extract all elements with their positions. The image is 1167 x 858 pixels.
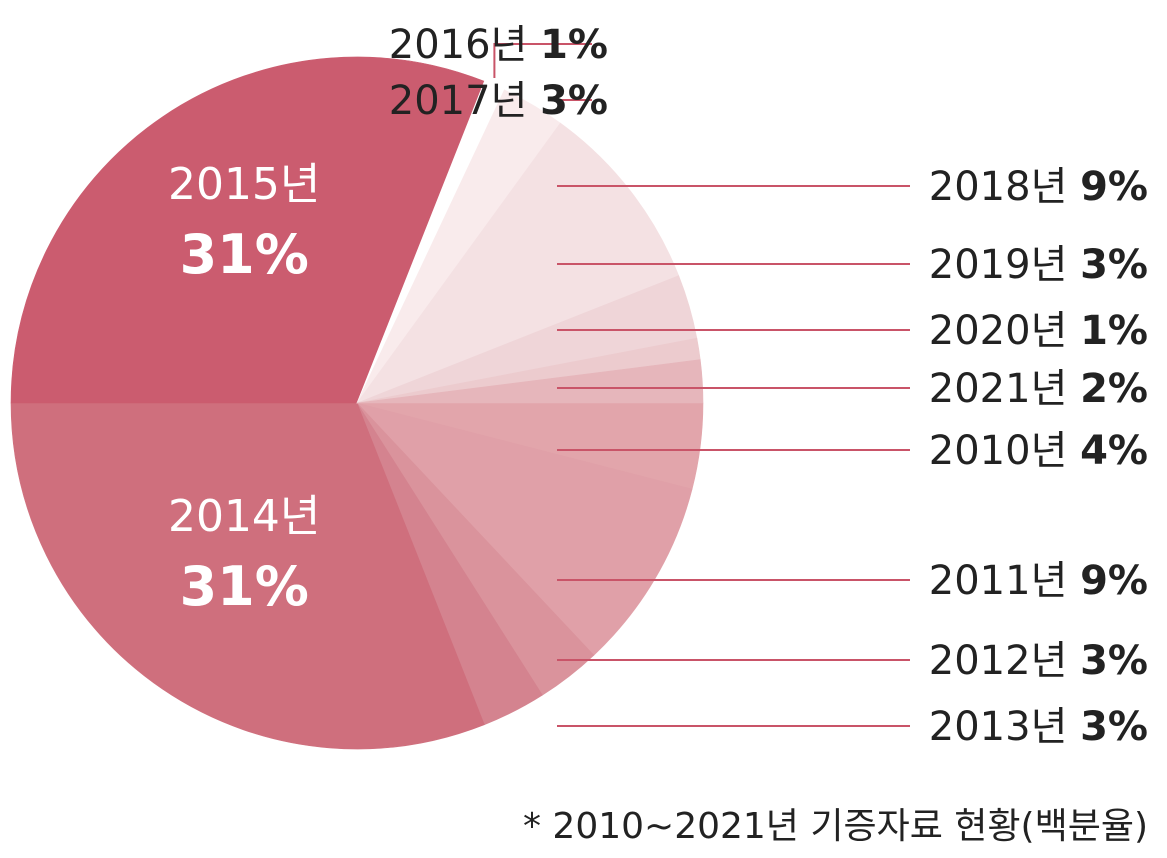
slice-labels: 2010년 4%2011년 9%2012년 3%2013년 3%2014년31%…: [168, 22, 1148, 750]
pie-slice-2015: [10, 56, 485, 404]
leader-line-2016: [493, 43, 592, 78]
slice-label-2011: 2011년 9%: [929, 558, 1148, 604]
slice-value-2013: 3%: [1080, 704, 1148, 750]
slice-label-2020: 2020년 1%: [929, 308, 1148, 354]
slice-label-2019: 2019년 3%: [929, 242, 1148, 288]
slice-year-2017: 2017년: [389, 78, 540, 124]
slice-label-2014: 2014년: [168, 491, 320, 542]
slice-year-2013: 2013년: [929, 704, 1080, 750]
slice-year-2012: 2012년: [929, 638, 1080, 684]
slice-label-2010: 2010년 4%: [929, 428, 1148, 474]
slice-value-2017: 3%: [540, 78, 608, 124]
slice-label-2017: 2017년 3%: [389, 78, 608, 124]
slice-year-2019: 2019년: [929, 242, 1080, 288]
slice-value-2014: 31%: [180, 555, 309, 618]
slice-year-2011: 2011년: [929, 558, 1080, 604]
slice-label-2012: 2012년 3%: [929, 638, 1148, 684]
slice-label-2016: 2016년 1%: [389, 22, 608, 68]
slice-value-2011: 9%: [1080, 558, 1148, 604]
pie-slice-2014: [10, 402, 485, 750]
chart-footnote: * 2010~2021년 기증자료 현황(백분율): [523, 806, 1148, 847]
slice-year-2020: 2020년: [929, 308, 1080, 354]
slice-value-2010: 4%: [1080, 428, 1148, 474]
slice-value-2019: 3%: [1080, 242, 1148, 288]
slice-year-2010: 2010년: [929, 428, 1080, 474]
slice-year-2016: 2016년: [389, 22, 540, 68]
slice-value-2015: 31%: [180, 223, 309, 286]
slice-label-2021: 2021년 2%: [929, 366, 1148, 412]
slice-value-2020: 1%: [1080, 308, 1148, 354]
slice-year-2018: 2018년: [929, 164, 1080, 210]
pie-slices: [10, 56, 704, 750]
slice-year-2021: 2021년: [929, 366, 1080, 412]
slice-label-2018: 2018년 9%: [929, 164, 1148, 210]
slice-value-2012: 3%: [1080, 638, 1148, 684]
pie-slice-2021: [356, 359, 704, 404]
slice-value-2018: 9%: [1080, 164, 1148, 210]
slice-value-2021: 2%: [1080, 366, 1148, 412]
slice-label-2013: 2013년 3%: [929, 704, 1148, 750]
slice-label-2015: 2015년: [168, 159, 320, 210]
slice-value-2016: 1%: [540, 22, 608, 68]
leader-lines: [493, 43, 910, 727]
